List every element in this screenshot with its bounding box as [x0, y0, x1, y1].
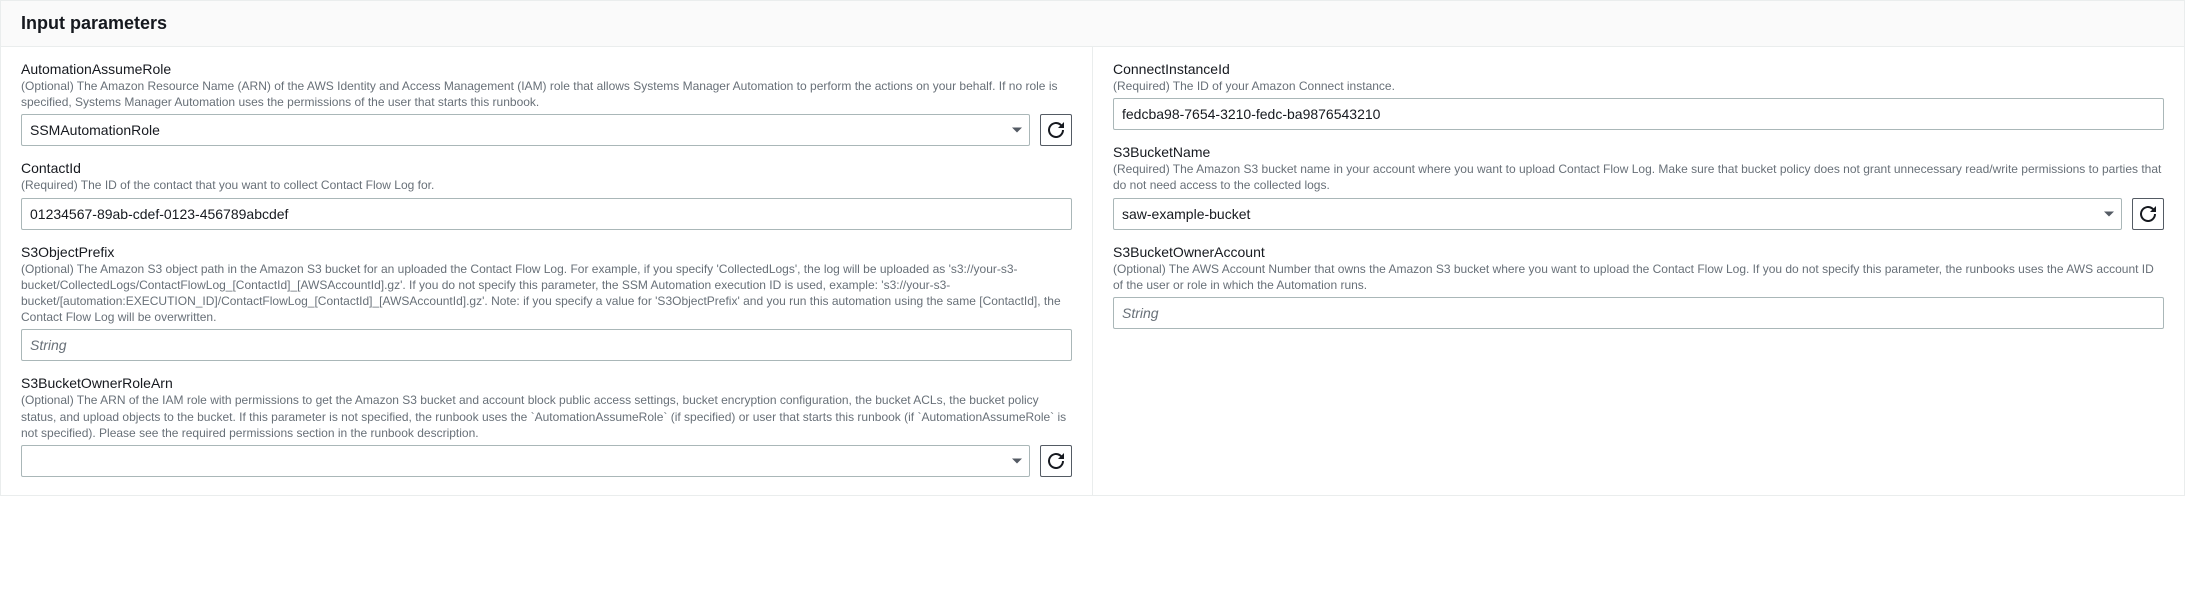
- field-contact-id: ContactId (Required) The ID of the conta…: [21, 160, 1072, 229]
- refresh-button[interactable]: [1040, 114, 1072, 146]
- field-description: (Required) The Amazon S3 bucket name in …: [1113, 161, 2164, 193]
- field-connect-instance-id: ConnectInstanceId (Required) The ID of y…: [1113, 61, 2164, 130]
- s3-bucket-name-input[interactable]: [1113, 198, 2122, 230]
- panel-title: Input parameters: [21, 13, 167, 33]
- refresh-button[interactable]: [1040, 445, 1072, 477]
- automation-assume-role-input[interactable]: [21, 114, 1030, 146]
- field-description: (Optional) The Amazon S3 object path in …: [21, 261, 1072, 326]
- panel-header: Input parameters: [1, 1, 2184, 47]
- refresh-button[interactable]: [2132, 198, 2164, 230]
- field-description: (Optional) The Amazon Resource Name (ARN…: [21, 78, 1072, 110]
- field-automation-assume-role: AutomationAssumeRole (Optional) The Amaz…: [21, 61, 1072, 146]
- field-label: S3BucketName: [1113, 144, 2164, 160]
- s3-bucket-name-select[interactable]: [1113, 198, 2122, 230]
- automation-assume-role-select[interactable]: [21, 114, 1030, 146]
- left-column: AutomationAssumeRole (Optional) The Amaz…: [1, 47, 1093, 495]
- field-description: (Optional) The ARN of the IAM role with …: [21, 392, 1072, 441]
- field-s3-bucket-name: S3BucketName (Required) The Amazon S3 bu…: [1113, 144, 2164, 229]
- field-label: S3BucketOwnerAccount: [1113, 244, 2164, 260]
- panel-body: AutomationAssumeRole (Optional) The Amaz…: [1, 47, 2184, 495]
- field-label: S3BucketOwnerRoleArn: [21, 375, 1072, 391]
- field-s3-bucket-owner-account: S3BucketOwnerAccount (Optional) The AWS …: [1113, 244, 2164, 329]
- field-description: (Optional) The AWS Account Number that o…: [1113, 261, 2164, 293]
- field-label: S3ObjectPrefix: [21, 244, 1072, 260]
- field-label: ConnectInstanceId: [1113, 61, 2164, 77]
- field-label: ContactId: [21, 160, 1072, 176]
- refresh-icon: [2140, 206, 2156, 222]
- s3-bucket-owner-role-arn-select[interactable]: [21, 445, 1030, 477]
- refresh-icon: [1048, 453, 1064, 469]
- field-s3-bucket-owner-role-arn: S3BucketOwnerRoleArn (Optional) The ARN …: [21, 375, 1072, 477]
- refresh-icon: [1048, 122, 1064, 138]
- s3-bucket-owner-role-arn-input[interactable]: [21, 445, 1030, 477]
- s3-object-prefix-input[interactable]: [21, 329, 1072, 361]
- connect-instance-id-input[interactable]: [1113, 98, 2164, 130]
- s3-bucket-owner-account-input[interactable]: [1113, 297, 2164, 329]
- right-column: ConnectInstanceId (Required) The ID of y…: [1093, 47, 2184, 495]
- field-label: AutomationAssumeRole: [21, 61, 1072, 77]
- field-s3-object-prefix: S3ObjectPrefix (Optional) The Amazon S3 …: [21, 244, 1072, 362]
- field-description: (Required) The ID of your Amazon Connect…: [1113, 78, 2164, 94]
- field-description: (Required) The ID of the contact that yo…: [21, 177, 1072, 193]
- contact-id-input[interactable]: [21, 198, 1072, 230]
- input-parameters-panel: Input parameters AutomationAssumeRole (O…: [0, 0, 2185, 496]
